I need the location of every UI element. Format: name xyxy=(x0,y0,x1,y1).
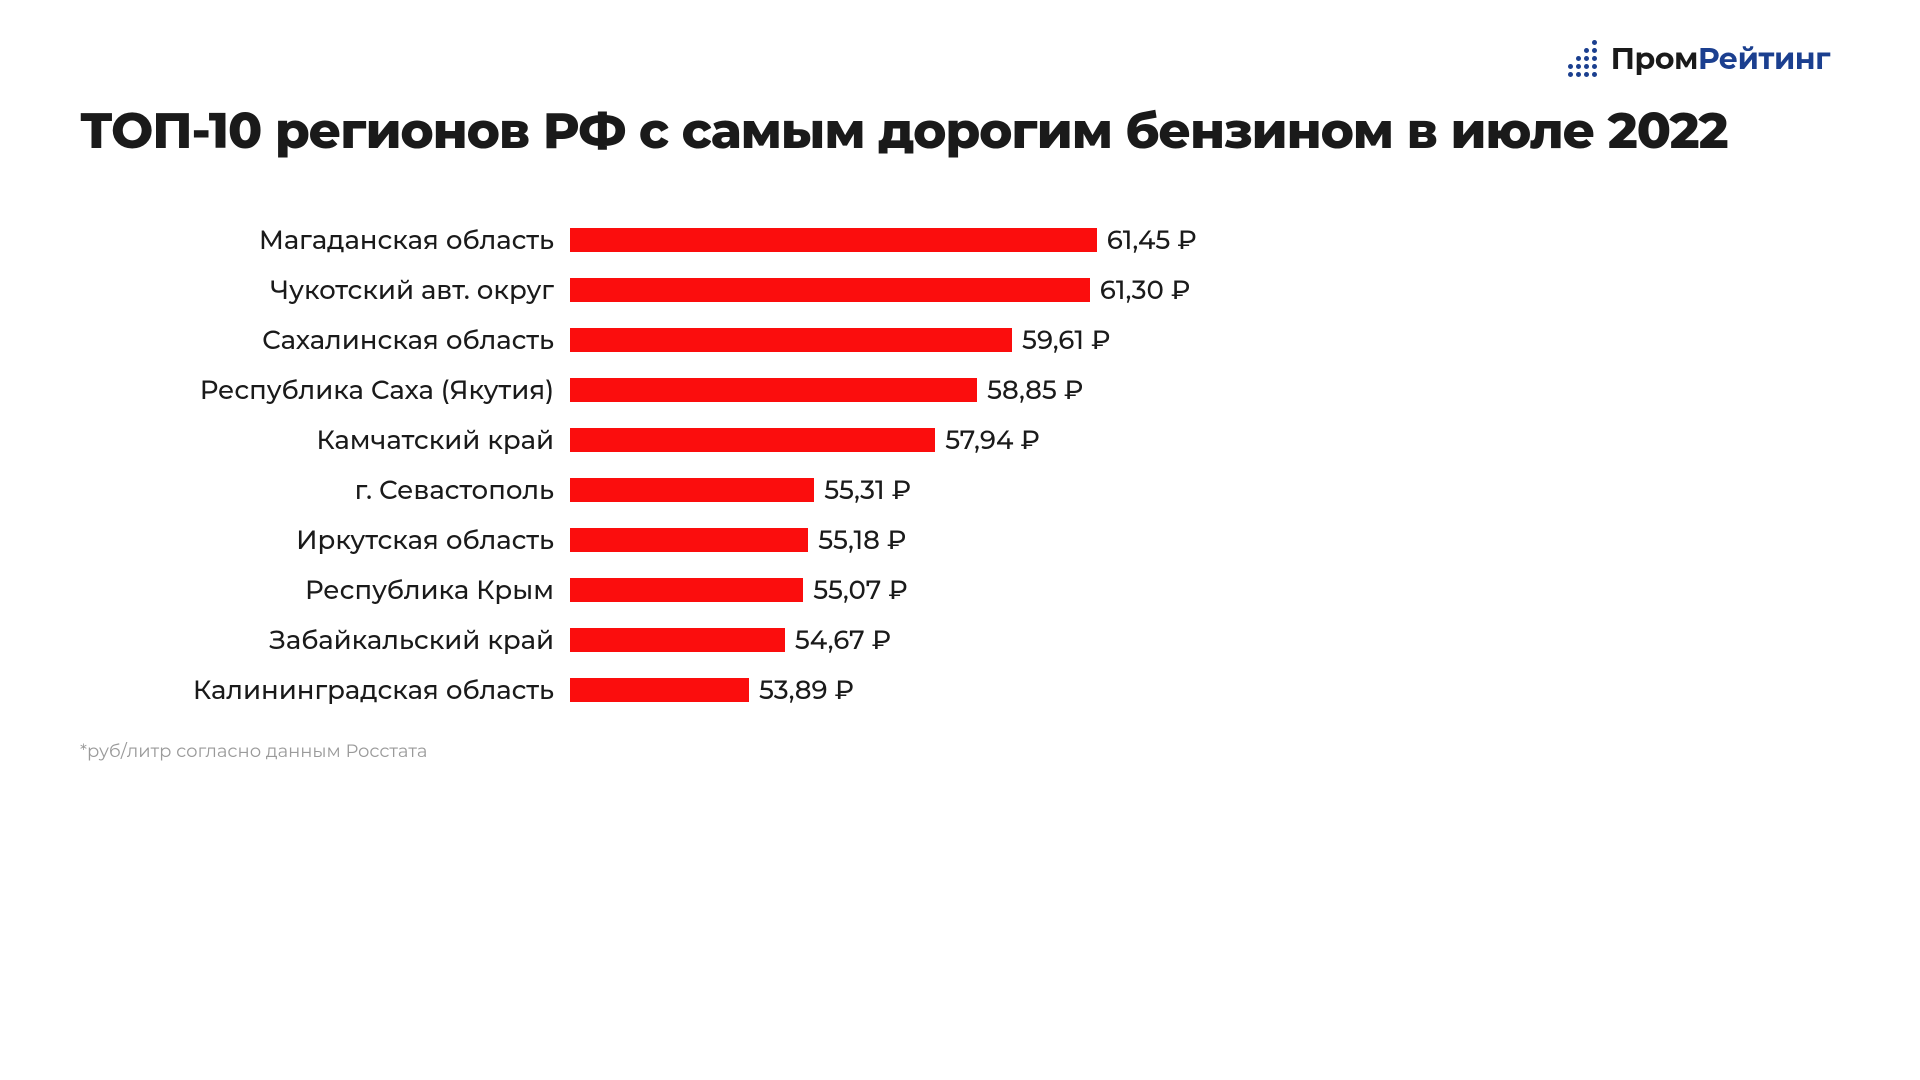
bar-value: 55,07 ₽ xyxy=(803,574,908,606)
bar xyxy=(570,628,785,652)
logo-text: ПромРейтинг xyxy=(1611,40,1830,77)
bar-value: 55,31 ₽ xyxy=(814,474,911,506)
chart-row: Республика Крым 55,07 ₽ xyxy=(80,565,1480,615)
bar xyxy=(570,228,1097,252)
bar-value: 61,45 ₽ xyxy=(1097,224,1197,256)
bar-label: Калининградская область xyxy=(80,674,570,706)
bar-value: 54,67 ₽ xyxy=(785,624,891,656)
chart-row: Забайкальский край 54,67 ₽ xyxy=(80,615,1480,665)
logo-text-part2: Рейтинг xyxy=(1698,40,1830,77)
page-title: ТОП-10 регионов РФ с самым дорогим бензи… xyxy=(80,100,1728,161)
bar xyxy=(570,428,935,452)
bar-value: 55,18 ₽ xyxy=(808,524,906,556)
chart-row: Чукотский авт. округ 61,30 ₽ xyxy=(80,265,1480,315)
chart-row: Магаданская область 61,45 ₽ xyxy=(80,215,1480,265)
bar xyxy=(570,478,814,502)
chart-row: Республика Саха (Якутия) 58,85 ₽ xyxy=(80,365,1480,415)
bar-value: 59,61 ₽ xyxy=(1012,324,1110,356)
bar xyxy=(570,678,749,702)
bar-label: Камчатский край xyxy=(80,424,570,456)
bar xyxy=(570,528,808,552)
bar-label: Сахалинская область xyxy=(80,324,570,356)
bar-chart: Магаданская область 61,45 ₽ Чукотский авт.… xyxy=(80,215,1480,715)
bar-value: 58,85 ₽ xyxy=(977,374,1083,406)
bar-value: 53,89 ₽ xyxy=(749,674,854,706)
footnote: *руб/литр согласно данным Росстата xyxy=(80,740,427,762)
bar xyxy=(570,278,1090,302)
bar-label: Забайкальский край xyxy=(80,624,570,656)
bar-label: Республика Крым xyxy=(80,574,570,606)
bar-label: Республика Саха (Якутия) xyxy=(80,374,570,406)
chart-row: Камчатский край 57,94 ₽ xyxy=(80,415,1480,465)
chart-row: Калининградская область 53,89 ₽ xyxy=(80,665,1480,715)
bar-value: 61,30 ₽ xyxy=(1090,274,1191,306)
bar xyxy=(570,328,1012,352)
bar-value: 57,94 ₽ xyxy=(935,424,1040,456)
bar-label: г. Севастополь xyxy=(80,474,570,506)
chart-row: Сахалинская область 59,61 ₽ xyxy=(80,315,1480,365)
logo-text-part1: Пром xyxy=(1611,40,1698,77)
bar xyxy=(570,378,977,402)
bar-label: Чукотский авт. округ xyxy=(80,274,570,306)
logo: ПромРейтинг xyxy=(1568,40,1830,77)
chart-row: Иркутская область 55,18 ₽ xyxy=(80,515,1480,565)
bar xyxy=(570,578,803,602)
bar-label: Магаданская область xyxy=(80,224,570,256)
chart-row: г. Севастополь 55,31 ₽ xyxy=(80,465,1480,515)
logo-icon xyxy=(1568,40,1597,77)
bar-label: Иркутская область xyxy=(80,524,570,556)
